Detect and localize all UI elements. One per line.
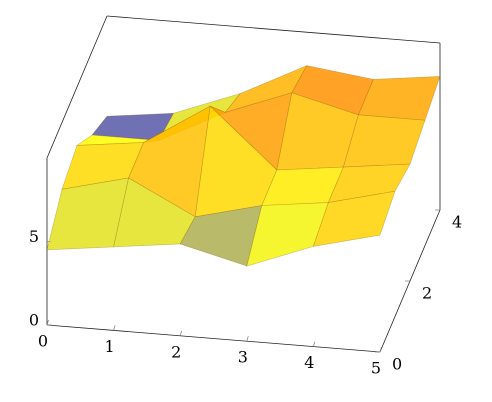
x-tick xyxy=(379,346,382,353)
z-tick-label: 5 xyxy=(29,227,39,246)
x-tick xyxy=(246,336,249,342)
surface-patch xyxy=(327,163,411,203)
x-tick-label: 1 xyxy=(105,337,115,356)
axis-line xyxy=(106,15,441,44)
x-tick xyxy=(179,330,183,336)
x-tick-label: 5 xyxy=(371,359,381,378)
axis-line xyxy=(46,324,381,353)
surface-patch xyxy=(357,76,441,121)
y-tick-label: 0 xyxy=(392,355,402,374)
x-tick xyxy=(313,341,316,347)
x-tick-label: 3 xyxy=(238,348,248,367)
x-tick-label: 2 xyxy=(171,342,181,361)
x-tick-label: 0 xyxy=(38,332,48,351)
z-tick-label: 0 xyxy=(29,311,39,330)
y-tick-label: 2 xyxy=(422,284,432,303)
x-tick xyxy=(46,319,49,326)
y-tick-label: 4 xyxy=(452,213,462,232)
x-tick xyxy=(113,325,116,331)
surface-patch xyxy=(312,190,396,247)
axis-line xyxy=(46,15,108,159)
x-tick-label: 4 xyxy=(304,353,314,372)
